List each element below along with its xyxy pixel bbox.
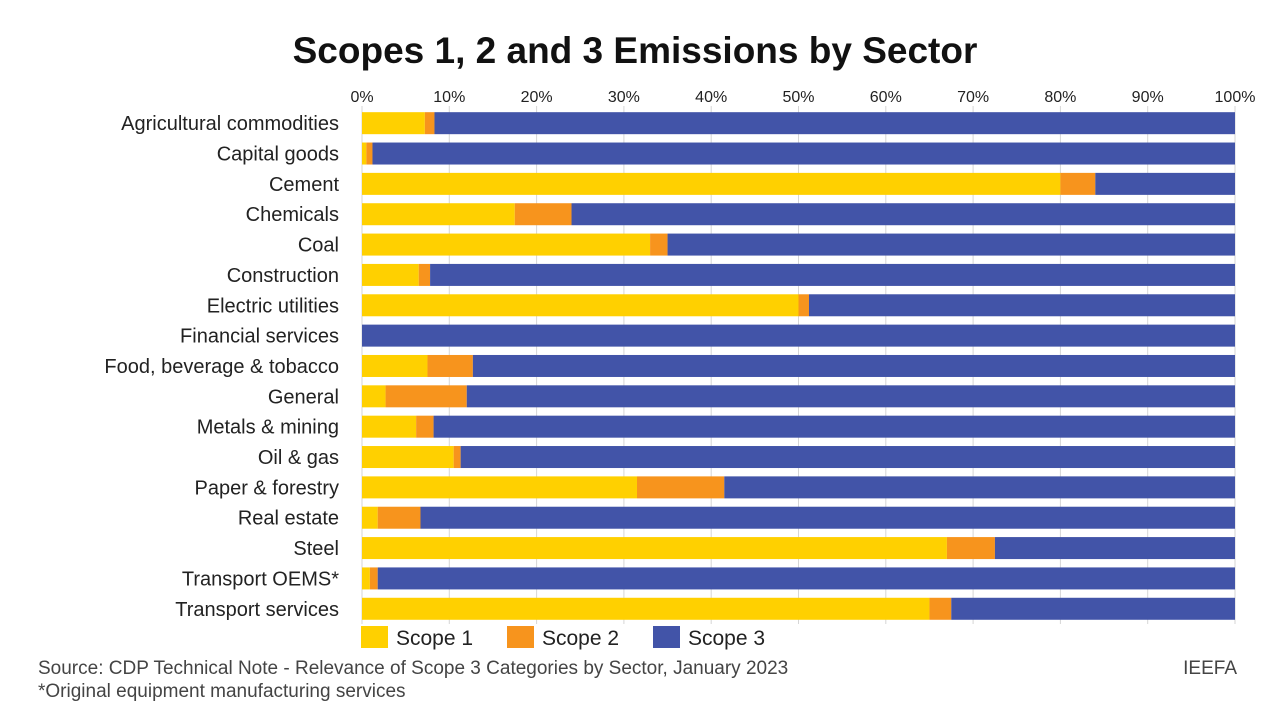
bars (362, 112, 1236, 620)
x-tick-label: 10% (433, 89, 465, 106)
legend-swatch (653, 626, 680, 648)
category-labels: Agricultural commodities Capital goods Cem… (104, 113, 339, 621)
bar-segment-scope-3 (434, 112, 1236, 135)
bar-segment-scope-2 (453, 446, 461, 469)
bar-segment-scope-3 (667, 233, 1235, 256)
x-tick-label: 0% (350, 89, 373, 106)
legend-swatch (361, 626, 388, 648)
bar-segment-scope-2 (366, 142, 373, 165)
bar-segment-scope-3 (430, 263, 1235, 286)
category-label: Construction (227, 265, 339, 287)
bar-segment-scope-3 (433, 415, 1235, 438)
source-note: Source: CDP Technical Note - Relevance o… (38, 658, 789, 679)
category-label: Agricultural commodities (121, 113, 339, 135)
bar-segment-scope-1 (362, 415, 417, 438)
bar-segment-scope-1 (362, 263, 419, 286)
x-tick-label: 50% (782, 89, 814, 106)
category-label: Transport OEMS* (182, 568, 339, 590)
bar-segment-scope-2 (514, 203, 572, 226)
bar-segment-scope-3 (1095, 172, 1235, 195)
bar-segment-scope-1 (362, 142, 367, 165)
legend: Scope 1 Scope 2 Scope 3 (361, 626, 765, 650)
bar-segment-scope-3 (994, 537, 1235, 560)
footnote: *Original equipment manufacturing servic… (38, 681, 406, 702)
category-label: Paper & forestry (194, 477, 339, 499)
x-tick-label: 70% (957, 89, 989, 106)
bar-segment-scope-1 (362, 112, 425, 135)
stacked-bar-chart: 0% 10% 20% 30% 40% 50% 60% 70% 80% 90% 100% Agricu… (104, 89, 1255, 650)
category-label: Steel (293, 538, 339, 560)
bar-segment-scope-2 (650, 233, 668, 256)
bar-segment-scope-1 (362, 446, 454, 469)
bar-segment-scope-2 (418, 263, 431, 286)
bar-segment-scope-1 (362, 476, 637, 499)
bar-segment-scope-3 (420, 506, 1236, 529)
category-label: Coal (298, 235, 339, 257)
bar-segment-scope-2 (369, 567, 378, 590)
bar-segment-scope-3 (724, 476, 1235, 499)
category-label: General (268, 386, 339, 408)
chart-title: Scopes 1, 2 and 3 Emissions by Sector (292, 30, 978, 71)
bar-segment-scope-1 (362, 233, 651, 256)
bar-segment-scope-2 (424, 112, 435, 135)
bar-segment-scope-2 (929, 597, 952, 620)
category-label: Chemicals (246, 204, 339, 226)
x-tick-label: 80% (1044, 89, 1076, 106)
legend-swatch (507, 626, 534, 648)
bar-segment-scope-2 (946, 537, 995, 560)
category-label: Cement (269, 174, 339, 196)
bar-segment-scope-1 (362, 354, 428, 377)
x-tick-label: 100% (1215, 89, 1256, 106)
legend-label: Scope 1 (396, 627, 473, 650)
bar-segment-scope-3 (808, 294, 1235, 317)
bar-segment-scope-2 (427, 354, 473, 377)
x-tick-label: 30% (608, 89, 640, 106)
x-tick-label: 90% (1132, 89, 1164, 106)
category-label: Financial services (180, 326, 339, 348)
bar-segment-scope-1 (362, 294, 799, 317)
category-label: Oil & gas (258, 447, 339, 469)
bar-segment-scope-2 (1060, 172, 1096, 195)
category-label: Electric utilities (207, 295, 339, 317)
bar-segment-scope-1 (362, 203, 515, 226)
bar-segment-scope-1 (362, 567, 370, 590)
bar-segment-scope-2 (416, 415, 434, 438)
x-axis-ticks: 0% 10% 20% 30% 40% 50% 60% 70% 80% 90% 100% (350, 89, 1255, 106)
category-label: Capital goods (217, 144, 339, 166)
x-tick-label: 40% (695, 89, 727, 106)
category-label: Transport services (175, 599, 339, 621)
bar-segment-scope-2 (798, 294, 809, 317)
bar-segment-scope-3 (460, 446, 1235, 469)
bar-segment-scope-1 (362, 506, 378, 529)
x-tick-label: 60% (870, 89, 902, 106)
brand-label: IEEFA (1183, 658, 1237, 679)
bar-segment-scope-2 (385, 385, 467, 408)
bar-segment-scope-1 (362, 385, 386, 408)
category-label: Metals & mining (197, 417, 339, 439)
category-label: Real estate (238, 508, 339, 530)
bar-segment-scope-1 (362, 537, 947, 560)
bar-segment-scope-3 (466, 385, 1235, 408)
bar-segment-scope-1 (362, 597, 930, 620)
bar-segment-scope-3 (372, 142, 1235, 165)
x-tick-label: 20% (521, 89, 553, 106)
bar-segment-scope-3 (472, 354, 1236, 377)
legend-label: Scope 3 (688, 627, 765, 650)
bar-segment-scope-3 (951, 597, 1235, 620)
bar-segment-scope-2 (377, 506, 421, 529)
legend-label: Scope 2 (542, 627, 619, 650)
bar-segment-scope-3 (362, 324, 1235, 347)
bar-segment-scope-2 (636, 476, 725, 499)
category-label: Food, beverage & tobacco (104, 356, 339, 378)
bar-segment-scope-1 (362, 172, 1061, 195)
bar-segment-scope-3 (377, 567, 1235, 590)
bar-segment-scope-3 (571, 203, 1235, 226)
